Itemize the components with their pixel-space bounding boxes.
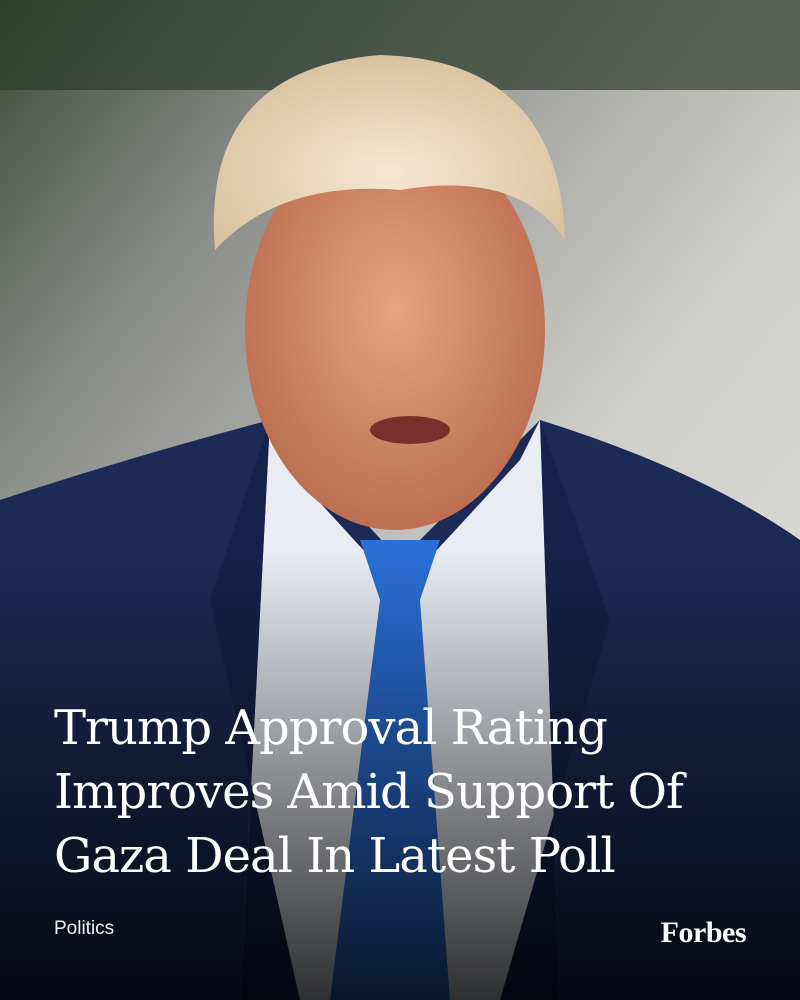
brand-logo: Forbes <box>660 916 747 949</box>
category: Politics <box>54 918 115 939</box>
headline-line: Improves Amid Support Of <box>54 764 684 820</box>
headline-line: Trump Approval Rating <box>54 700 608 756</box>
headline-line: Gaza Deal In Latest Poll <box>54 828 616 884</box>
headline: Trump Approval Rating Improves Amid Supp… <box>54 696 684 888</box>
